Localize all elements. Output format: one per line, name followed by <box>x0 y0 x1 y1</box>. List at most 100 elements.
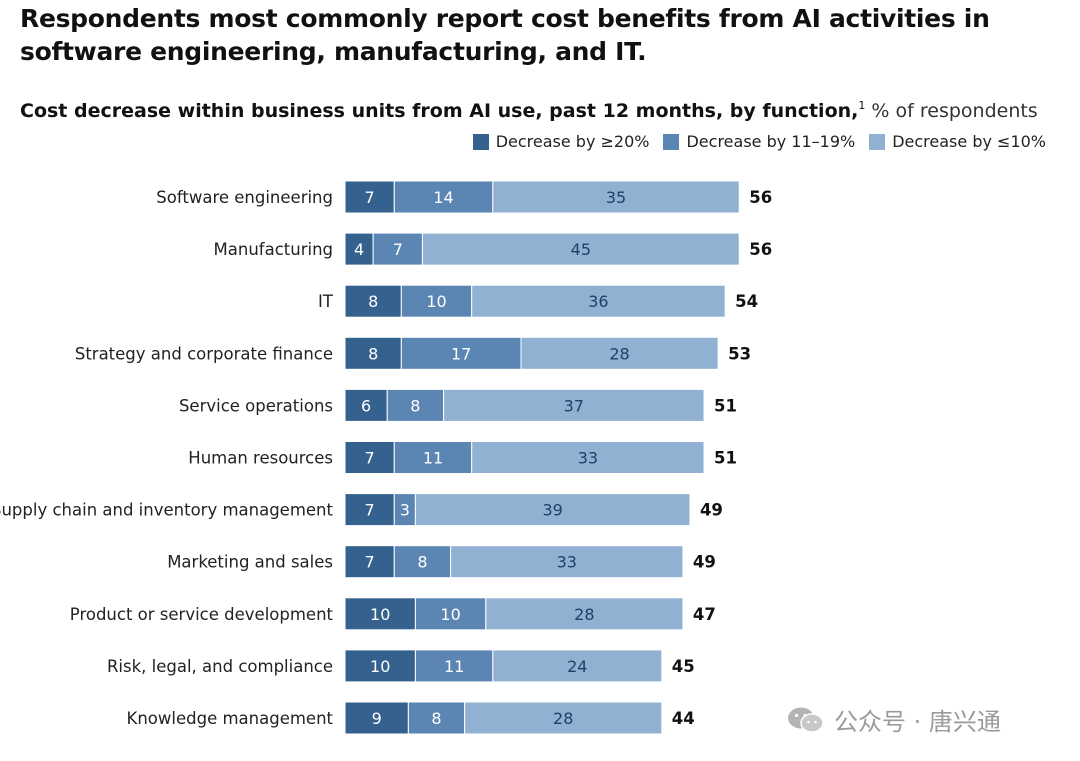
category-label: Strategy and corporate finance <box>75 344 333 363</box>
segment-value-label: 37 <box>564 396 584 415</box>
bar-segment-share-11-19 <box>386 388 445 422</box>
segment-value-label: 35 <box>606 188 626 207</box>
subtitle-main: Cost decrease within business units from… <box>20 100 859 122</box>
category-label: Marketing and sales <box>167 553 333 572</box>
segment-value-label: 10 <box>370 657 390 676</box>
bar-segment-share-11-19 <box>393 180 494 214</box>
total-value-label: 51 <box>714 449 737 468</box>
chart-subtitle: Cost decrease within business units from… <box>20 93 1038 124</box>
bar-segment-share-11-19 <box>393 441 473 474</box>
segment-value-label: 3 <box>400 501 410 520</box>
segment-value-label: 14 <box>433 188 453 207</box>
bar-segment-share-20-plus <box>344 388 388 422</box>
chart-legend: Decrease by ≥20% Decrease by 11–19% Decr… <box>472 132 1046 151</box>
total-value-label: 53 <box>728 344 751 363</box>
bar-segment-share-11-19 <box>393 545 452 579</box>
bar-segment-share-10-or-less <box>471 441 705 474</box>
segment-value-label: 7 <box>393 240 403 259</box>
total-value-label: 54 <box>735 292 758 311</box>
bar-segment-share-20-plus <box>344 649 416 683</box>
segment-value-label: 4 <box>354 240 364 259</box>
segment-value-label: 7 <box>365 188 375 207</box>
segment-value-label: 8 <box>368 292 378 311</box>
legend-label-mid: Decrease by 11–19% <box>686 132 856 151</box>
bar-segment-share-20-plus <box>344 284 402 318</box>
category-label: Software engineering <box>156 188 333 207</box>
segment-value-label: 7 <box>365 501 375 520</box>
bar-segment-share-20-plus <box>344 545 395 579</box>
legend-label-dark: Decrease by ≥20% <box>495 132 650 151</box>
segment-value-label: 8 <box>417 553 427 572</box>
category-label: Manufacturing <box>214 240 333 259</box>
total-value-label: 51 <box>714 396 737 415</box>
segment-value-label: 36 <box>588 292 608 311</box>
bar-segment-share-10-or-less <box>443 388 705 422</box>
total-value-label: 49 <box>693 553 716 572</box>
legend-item-light: Decrease by ≤10% <box>869 132 1046 151</box>
total-value-label: 47 <box>693 605 716 624</box>
segment-value-label: 7 <box>365 553 375 572</box>
segment-value-label: 7 <box>365 449 375 468</box>
segment-value-label: 11 <box>444 657 464 676</box>
watermark-text: 公众号 · 唐兴通 <box>834 708 1001 736</box>
legend-item-mid: Decrease by 11–19% <box>663 132 855 151</box>
bar-segment-share-11-19 <box>414 649 494 683</box>
bar-segment-share-20-plus <box>344 701 409 735</box>
legend-item-dark: Decrease by ≥20% <box>472 132 650 151</box>
bar-segment-share-10-or-less <box>464 701 663 735</box>
bar-segment-share-20-plus <box>344 493 395 527</box>
bar-segment-share-10-or-less <box>450 545 684 579</box>
segment-value-label: 6 <box>361 396 371 415</box>
category-label: Product or service development <box>70 605 334 624</box>
bar-segment-share-11-19 <box>372 232 423 266</box>
category-label: Risk, legal, and compliance <box>107 657 333 676</box>
total-value-label: 44 <box>672 709 695 728</box>
segment-value-label: 28 <box>553 709 573 728</box>
segment-value-label: 9 <box>372 709 382 728</box>
segment-value-label: 17 <box>451 344 471 363</box>
bar-segment-share-11-19 <box>407 701 466 735</box>
bar-segment-share-20-plus <box>344 441 395 474</box>
total-value-label: 56 <box>749 188 772 207</box>
bar-segment-share-11-19 <box>400 284 473 318</box>
chart-headline: Respondents most commonly report cost be… <box>20 4 990 66</box>
segment-value-label: 33 <box>557 553 577 572</box>
segment-value-label: 10 <box>440 605 460 624</box>
bar-segment-share-10-or-less <box>414 493 691 527</box>
subtitle-unit: % of respondents <box>865 100 1038 122</box>
bar-segment-share-20-plus <box>344 232 374 266</box>
segment-value-label: 10 <box>426 292 446 311</box>
legend-swatch-dark <box>472 133 489 150</box>
category-label: Knowledge management <box>127 709 334 728</box>
segment-value-label: 28 <box>574 605 594 624</box>
wechat-icon <box>788 707 824 733</box>
segment-value-label: 45 <box>571 240 591 259</box>
category-label: Human resources <box>188 449 333 468</box>
total-value-label: 45 <box>672 657 695 676</box>
category-label: IT <box>318 292 334 311</box>
bar-segment-share-10-or-less <box>492 649 663 683</box>
bar-segment-share-11-19 <box>414 597 487 631</box>
category-label: Service operations <box>179 396 333 415</box>
bar-segment-share-10-or-less <box>471 284 726 318</box>
bar-segment-share-11-19 <box>400 336 522 370</box>
total-value-label: 56 <box>749 240 772 259</box>
bar-segment-share-10-or-less <box>421 232 740 266</box>
bar-segment-share-20-plus <box>344 336 402 370</box>
segment-value-label: 28 <box>609 344 629 363</box>
subtitle-footnote: 1 <box>858 99 866 112</box>
bar-segment-share-10-or-less <box>492 180 740 214</box>
segment-value-label: 8 <box>368 344 378 363</box>
legend-swatch-light <box>869 133 886 150</box>
bar-segment-share-10-or-less <box>485 597 684 631</box>
segment-value-label: 11 <box>423 449 443 468</box>
category-label: Supply chain and inventory management <box>0 501 334 520</box>
segment-value-label: 8 <box>431 709 441 728</box>
segment-value-label: 24 <box>567 657 587 676</box>
legend-label-light: Decrease by ≤10% <box>892 132 1046 151</box>
total-value-label: 49 <box>700 501 723 520</box>
watermark: 公众号 · 唐兴通 <box>786 702 1001 737</box>
segment-value-label: 10 <box>370 605 390 624</box>
segment-value-label: 39 <box>543 501 563 520</box>
